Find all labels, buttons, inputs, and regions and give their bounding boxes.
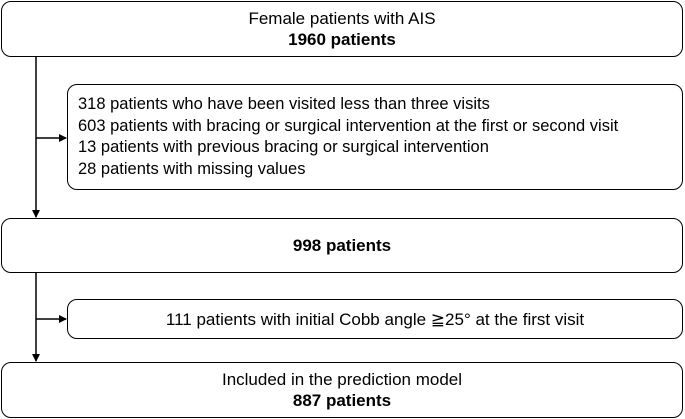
middle-count: 998 patients [292,236,392,255]
exclusion-item: 603 patients with bracing or surgical in… [78,116,619,135]
middle-box: 998 patients [1,218,683,273]
start-title: Female patients with AIS [248,9,436,28]
exclusion-item: 318 patients who have been visited less … [78,95,490,113]
exclusion-text: 111 patients with initial Cobb angle ≧25… [165,309,585,329]
final-title: Included in the prediction model [221,370,463,389]
exclusion-item: 28 patients with missing values [78,159,306,178]
final-box: Included in the prediction model 887 pat… [1,362,683,418]
start-count: 1960 patients [288,30,396,49]
final-count: 887 patients [292,391,392,410]
exclusion-box-1: 318 patients who have been visited less … [67,84,683,190]
exclusion-box-2: 111 patients with initial Cobb angle ≧25… [67,299,683,339]
start-box: Female patients with AIS 1960 patients [1,1,683,57]
exclusion-item: 13 patients with previous bracing or sur… [78,138,489,156]
